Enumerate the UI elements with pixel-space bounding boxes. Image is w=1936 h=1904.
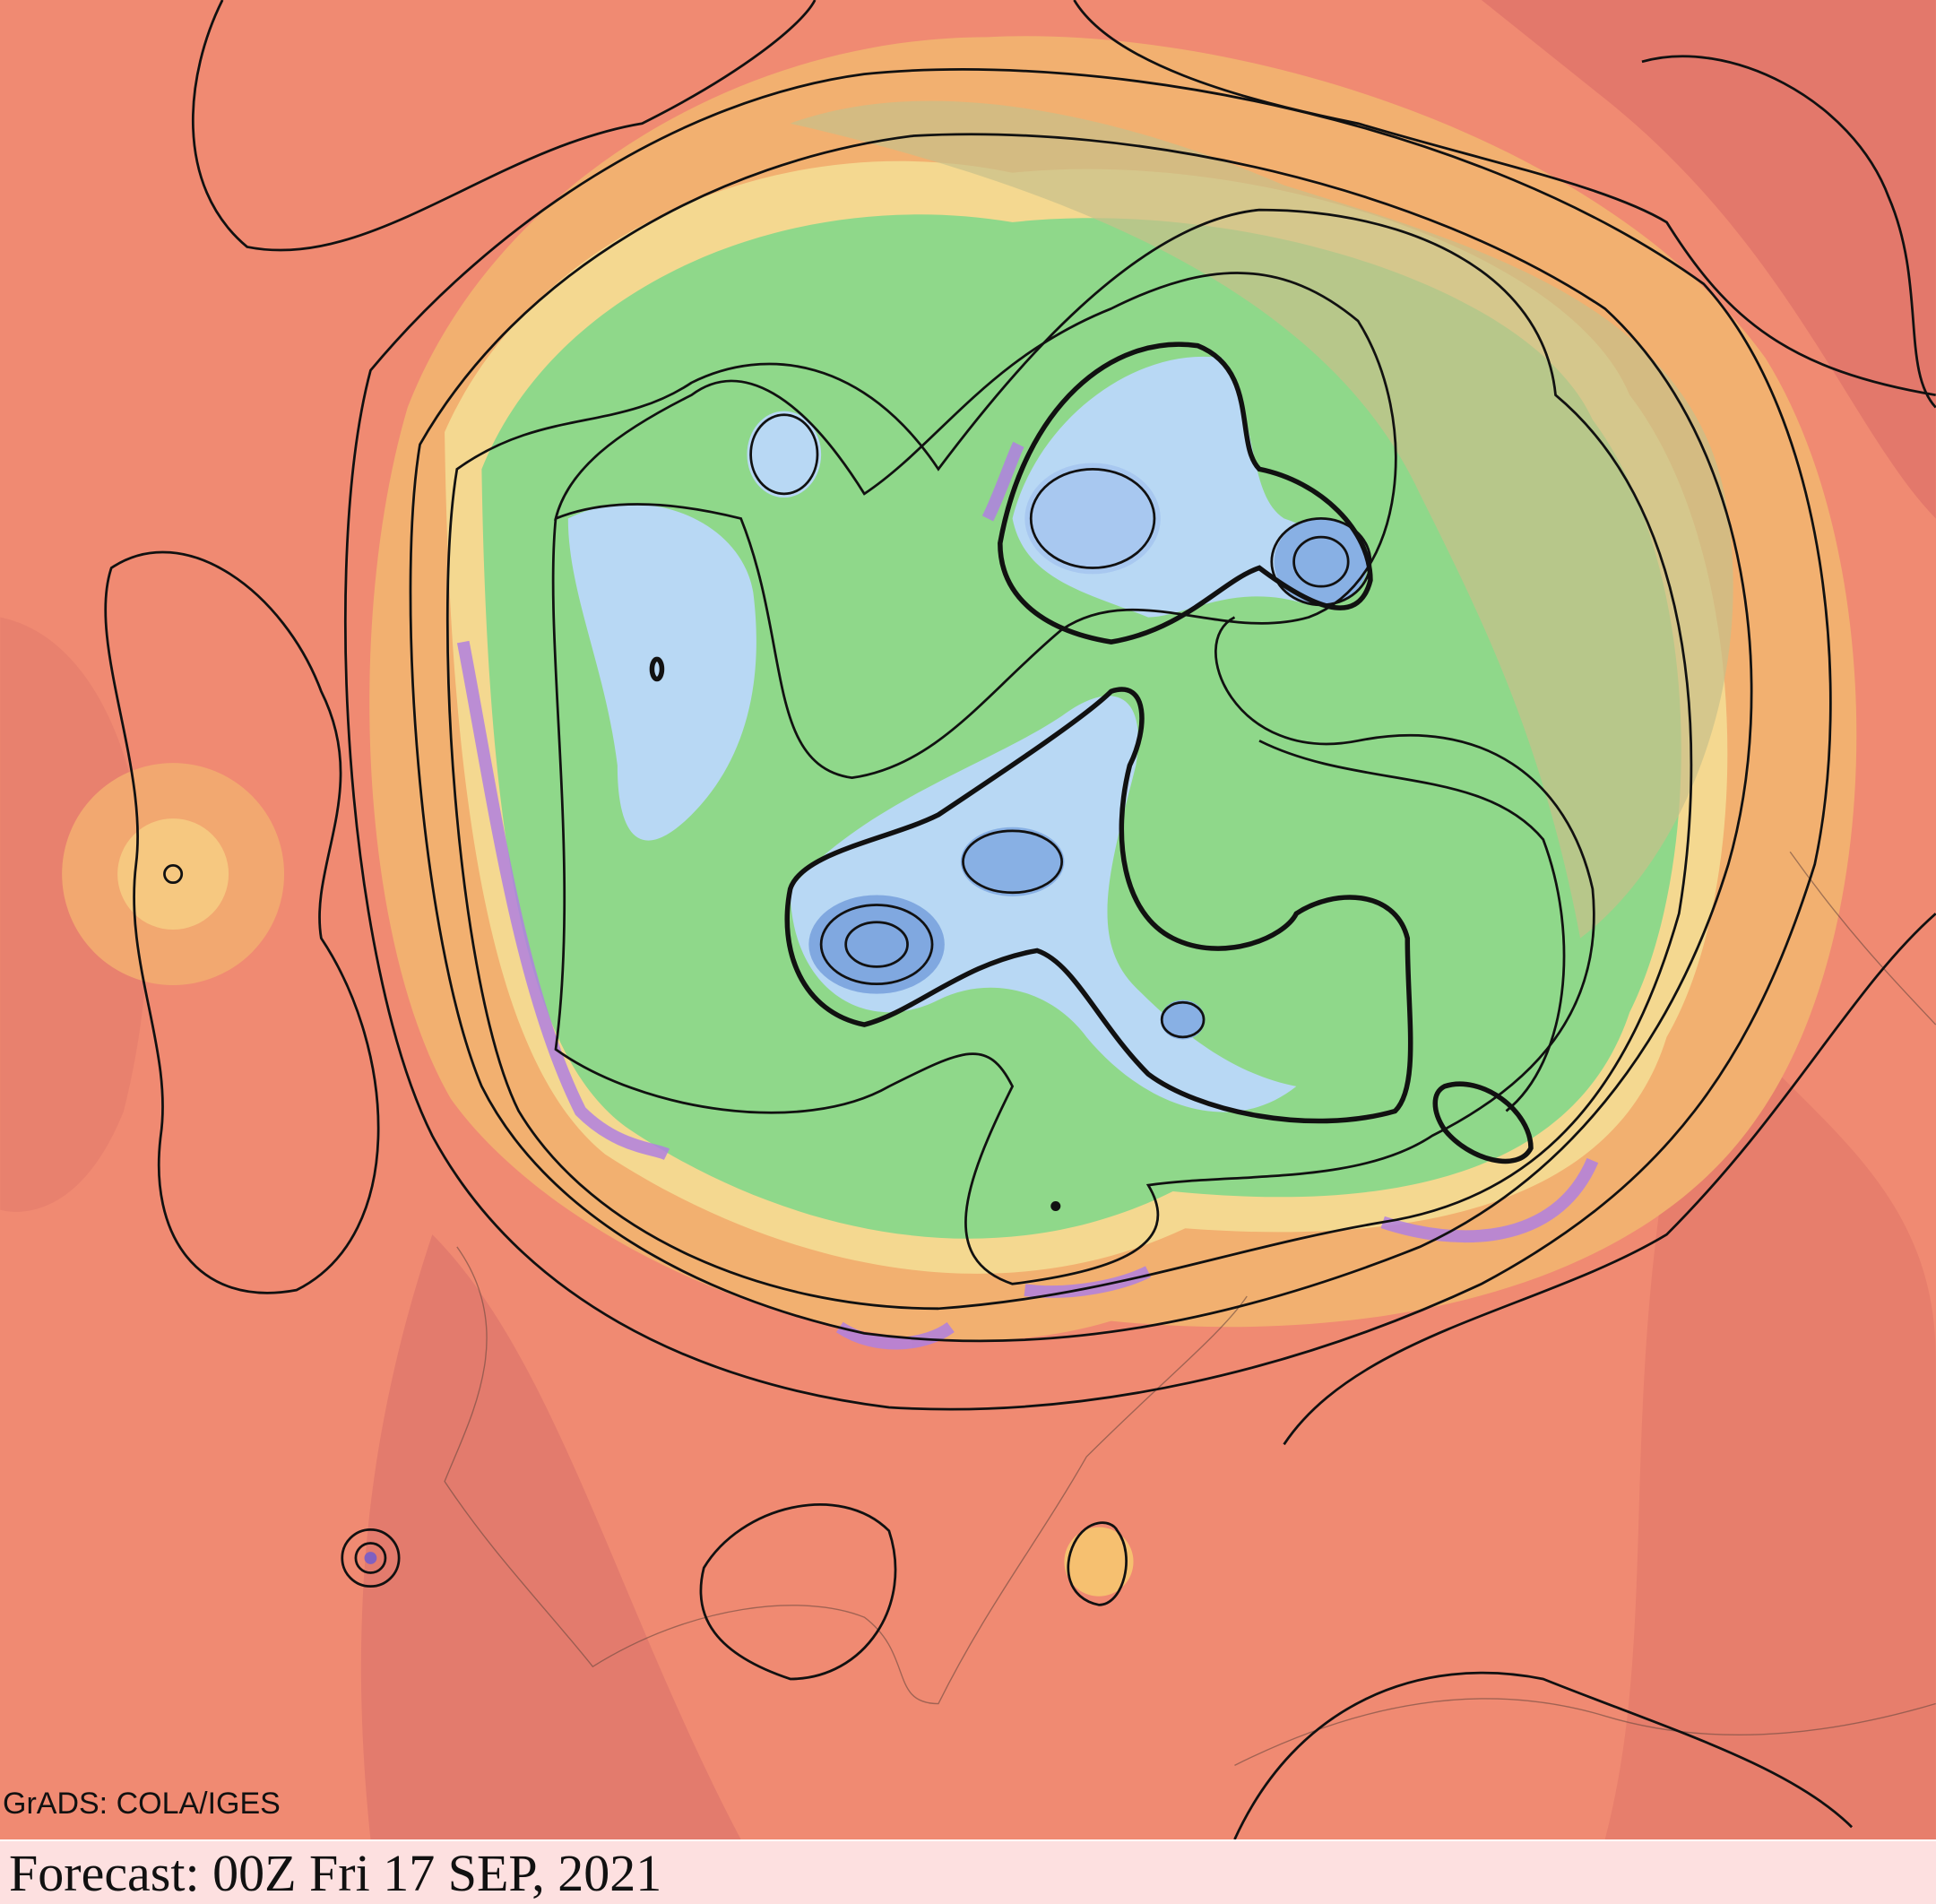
warm-patches [360,0,1936,1839]
footer: Forecast: 00Z Fri 17 SEP, 2021 [0,1839,1936,1904]
cold-core [1160,1000,1206,1040]
cold-core [1274,518,1369,605]
cold-core [960,827,1065,896]
forecast-time: Forecast: 00Z Fri 17 SEP, 2021 [9,1844,662,1902]
cold-core [1024,463,1161,575]
cold-core [808,895,945,994]
cold-region [790,696,1297,1112]
cold-core [747,411,822,498]
warm-spot [1064,1527,1134,1597]
coastlines [444,851,1936,1766]
weather-map [62,0,1936,1839]
olive-region [790,100,1733,939]
warm-spot [117,818,229,930]
credit: GrADS: COLA/IGES [3,1787,281,1821]
purple-bands [456,441,1599,1350]
contours [104,0,1936,1839]
